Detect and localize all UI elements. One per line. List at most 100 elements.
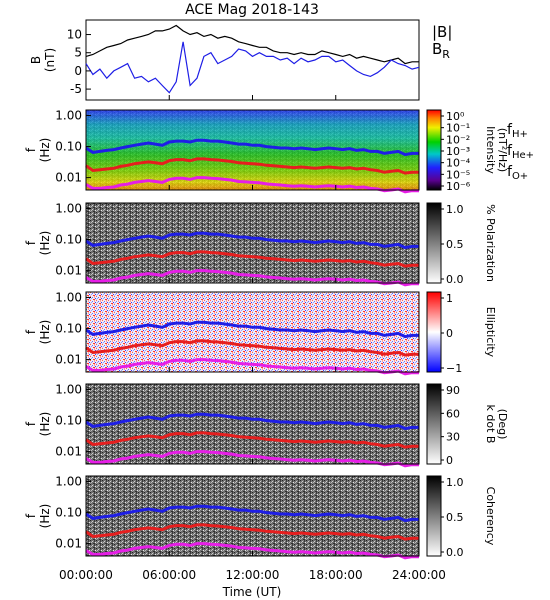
- colorbar-ticks-5: 1.0 0.5 0.0: [441, 476, 464, 559]
- legend-fHe: fHe+: [507, 143, 534, 161]
- colorbar-ticks-4: 90 60 30 0: [441, 384, 460, 467]
- intensity-colorbar: [426, 109, 442, 191]
- gyro-fH-line: [85, 320, 419, 339]
- kdotb-colorbar-label: k dot B: [484, 405, 497, 444]
- freq-tick-label: 0.01: [55, 445, 82, 459]
- time-tick-label: 18:00:00: [309, 568, 363, 582]
- field-ytick-label: 10: [67, 28, 82, 42]
- kdotb-colorbar-unit: (Deg): [496, 409, 509, 440]
- colorbar-tick-label: 10⁻⁵: [446, 168, 470, 181]
- legend-fO-sub: O+: [512, 171, 528, 182]
- f-label-4: f: [24, 421, 38, 426]
- gyro-fHe-line: [85, 250, 419, 268]
- colorbar-tick-label: 90: [446, 384, 460, 397]
- colorbar-tick-label: 60: [446, 407, 460, 420]
- freq-tick-label: 0.10: [55, 233, 82, 247]
- gyro-fO-line: [85, 176, 419, 194]
- legend-fO-main: f: [507, 164, 513, 180]
- field-series-group: [85, 24, 420, 94]
- freq-tick-label: 1.00: [55, 108, 82, 122]
- colorbar-tick-label: 1.0: [446, 203, 464, 216]
- colorbar-tick-label: 1: [446, 292, 453, 305]
- colorbar-tick-label: 10⁰: [446, 110, 465, 123]
- ellipticity-colorbar: [426, 291, 442, 373]
- figure-title: ACE Mag 2018-143: [185, 2, 319, 18]
- legend-fO: fO+: [507, 164, 528, 182]
- coherency-colorbar: [426, 475, 442, 557]
- coherency-panel: 1.00 0.10 0.01 1.0 0.5 0.0 Coherency: [55, 474, 497, 560]
- gyro-fH-line: [85, 231, 419, 250]
- gyro-fHe-line: [85, 431, 419, 449]
- colorbar-tick-label: 0.5: [446, 511, 464, 524]
- field-ylabel: B: [29, 56, 43, 64]
- colorbar-tick-label: −1: [446, 362, 462, 375]
- f-unit-5: (Hz): [38, 504, 52, 529]
- colorbar-tick-label: 0.0: [446, 546, 464, 559]
- gyro-fO-line: [85, 358, 419, 376]
- f-label-2: f: [24, 240, 38, 245]
- gyro-lines-3: 1.00 0.10 0.01: [55, 290, 419, 376]
- time-tick-label: 24:00:00: [392, 568, 446, 582]
- legend-fHe-sub: He+: [512, 150, 534, 161]
- field-series-1: [85, 41, 420, 94]
- legend-br-sub: R: [442, 48, 450, 61]
- gyro-fO-line: [85, 450, 419, 468]
- intensity-panel: 1.00 0.10 0.01 10⁰10⁻¹10⁻²10⁻³10⁻⁴10⁻⁵10⁻⁶…: [55, 108, 534, 194]
- gyro-lines-5: 1.00 0.10 0.01: [55, 474, 419, 560]
- time-tick-label: 00:00:00: [59, 568, 113, 582]
- field-series-0: [85, 24, 419, 65]
- polarization-panel: 1.00 0.10 0.01 1.0 0.5 0.0 % Polarization: [55, 201, 497, 287]
- colorbar-tick-label: 0: [446, 454, 453, 467]
- time-axis-label: Time (UT): [222, 585, 282, 599]
- time-axis: 00:00:00 06:00:00 12:00:00 18:00:00 24:00:00: [59, 95, 446, 582]
- intensity-colorbar-unit: (nT²/Hz): [496, 128, 509, 172]
- freq-tick-label: 1.00: [55, 290, 82, 304]
- freq-tick-label: 1.00: [55, 382, 82, 396]
- colorbar-tick-label: 1.0: [446, 476, 464, 489]
- legend-br: BR: [432, 40, 450, 61]
- colorbar-ticks-2: 1.0 0.5 0.0: [441, 203, 464, 286]
- field-ytick-label: 5: [74, 46, 82, 60]
- kdotb-colorbar: [426, 383, 442, 465]
- polarization-colorbar-label: % Polarization: [484, 204, 497, 282]
- colorbar-tick-label: 0: [446, 327, 453, 340]
- f-unit-3: (Hz): [38, 320, 52, 345]
- freq-tick-label: 0.10: [55, 506, 82, 520]
- gyro-fHe-line: [85, 157, 419, 175]
- freq-tick-label: 0.01: [55, 353, 82, 367]
- f-unit-2: (Hz): [38, 231, 52, 256]
- freq-tick-label: 0.10: [55, 322, 82, 336]
- field-y-ticks: 10 5 0 -5: [67, 28, 91, 96]
- time-tick-label: 06:00:00: [142, 568, 196, 582]
- freq-tick-label: 0.10: [55, 140, 82, 154]
- f-label-1: f: [24, 147, 38, 152]
- gyro-lines-2: 1.00 0.10 0.01: [55, 201, 419, 287]
- polarization-colorbar: [426, 202, 442, 284]
- f-unit-4: (Hz): [38, 412, 52, 437]
- gyro-lines-4: 1.00 0.10 0.01: [55, 382, 419, 468]
- colorbar-tick-label: 10⁻⁴: [446, 157, 471, 170]
- legend-fH-main: f: [507, 122, 513, 138]
- field-ytick-label: -5: [70, 82, 82, 96]
- freq-tick-label: 0.01: [55, 537, 82, 551]
- time-tick-label: 12:00:00: [226, 568, 280, 582]
- legend-fH-sub: H+: [512, 129, 528, 140]
- colorbar-tick-label: 0.0: [446, 273, 464, 286]
- colorbar-tick-label: 10⁻²: [446, 133, 470, 146]
- f-label-3: f: [24, 329, 38, 334]
- colorbar-tick-label: 30: [446, 431, 460, 444]
- gyro-fO-line: [85, 269, 419, 287]
- legend-btot: |B|: [432, 23, 452, 41]
- legend-br-main: B: [432, 40, 442, 58]
- freq-tick-label: 1.00: [55, 201, 82, 215]
- legend-fHe-main: f: [507, 143, 513, 159]
- field-ytick-label: 0: [74, 64, 82, 78]
- f-unit-1: (Hz): [38, 138, 52, 163]
- colorbar-tick-label: 10⁻¹: [446, 122, 470, 135]
- freq-tick-label: 0.10: [55, 414, 82, 428]
- freq-axes: f (Hz) f (Hz) f (Hz) f (Hz) f (Hz): [24, 138, 52, 529]
- colorbar-ticks-3: 1 0 −1: [441, 292, 462, 375]
